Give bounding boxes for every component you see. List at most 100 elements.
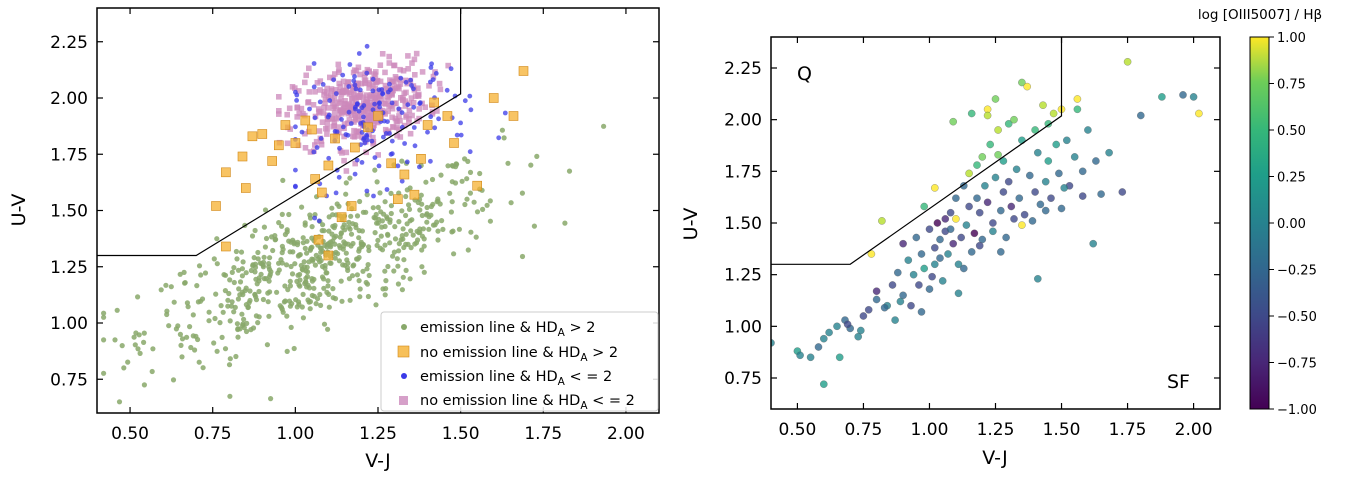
point-emission-hda-le2 xyxy=(411,125,417,130)
point-emission-hda-gt2 xyxy=(419,247,425,253)
point-noemission-hda-le2 xyxy=(322,100,328,106)
point-emission-hda-le2 xyxy=(404,159,410,165)
point-oiii-hbeta xyxy=(1089,239,1097,248)
point-noemission-hda-le2 xyxy=(337,148,344,154)
point-emission-hda-gt2 xyxy=(319,274,326,280)
point-emission-hda-gt2 xyxy=(171,299,177,305)
point-noemission-hda-le2 xyxy=(312,89,318,95)
point-noemission-hda-le2 xyxy=(430,73,437,80)
point-emission-hda-le2 xyxy=(357,87,363,93)
point-emission-hda-gt2 xyxy=(220,309,226,315)
point-emission-hda-gt2 xyxy=(300,267,306,273)
point-noemission-hda-le2 xyxy=(395,83,402,90)
point-emission-hda-le2 xyxy=(467,93,473,99)
point-oiii-hbeta xyxy=(989,219,997,227)
point-noemission-hda-le2 xyxy=(405,53,411,59)
point-emission-hda-gt2 xyxy=(403,267,409,273)
point-emission-hda-le2 xyxy=(318,136,324,141)
point-noemission-hda-le2 xyxy=(284,111,290,118)
point-oiii-hbeta xyxy=(1084,126,1092,134)
point-emission-hda-gt2 xyxy=(417,229,423,235)
point-emission-hda-gt2 xyxy=(307,212,313,218)
point-noemission-hda-le2 xyxy=(351,91,357,98)
point-emission-hda-gt2 xyxy=(177,331,183,337)
point-noemission-hda-gt2 xyxy=(280,120,291,130)
point-noemission-hda-le2 xyxy=(349,96,356,102)
point-emission-hda-gt2 xyxy=(262,244,268,250)
point-emission-hda-gt2 xyxy=(241,316,247,322)
colorbar-tick-label: 0.75 xyxy=(1277,78,1306,93)
point-emission-hda-le2 xyxy=(345,132,351,138)
point-emission-hda-gt2 xyxy=(363,279,369,286)
point-emission-hda-gt2 xyxy=(403,231,409,237)
point-emission-hda-le2 xyxy=(314,145,320,150)
point-emission-hda-gt2 xyxy=(396,219,402,225)
point-noemission-hda-le2 xyxy=(313,138,320,145)
point-emission-hda-gt2 xyxy=(226,362,233,368)
point-emission-hda-gt2 xyxy=(179,354,185,360)
point-oiii-hbeta xyxy=(941,215,950,223)
point-emission-hda-gt2 xyxy=(360,268,366,274)
point-emission-hda-le2 xyxy=(395,163,401,169)
point-emission-hda-gt2 xyxy=(407,218,413,224)
point-emission-hda-gt2 xyxy=(468,229,474,235)
point-noemission-hda-le2 xyxy=(382,82,389,89)
colorbar: 1.00 0.75 0.50 0.25 0.00 −0.25 −0.50 −0.75 −1.00… xyxy=(1198,7,1322,418)
point-emission-hda-gt2 xyxy=(373,211,379,218)
point-noemission-hda-le2 xyxy=(350,69,357,76)
point-emission-hda-gt2 xyxy=(448,209,454,215)
point-oiii-hbeta xyxy=(891,316,899,324)
point-noemission-hda-le2 xyxy=(386,53,392,60)
point-noemission-hda-le2 xyxy=(370,141,376,147)
point-emission-hda-gt2 xyxy=(417,207,423,213)
point-emission-hda-le2 xyxy=(381,134,386,140)
point-emission-hda-gt2 xyxy=(246,300,252,306)
point-oiii-hbeta xyxy=(931,184,939,192)
point-oiii-hbeta xyxy=(1070,153,1079,161)
point-noemission-hda-le2 xyxy=(341,133,347,140)
point-noemission-hda-le2 xyxy=(396,126,402,133)
point-noemission-hda-le2 xyxy=(360,94,366,100)
point-noemission-hda-le2 xyxy=(351,134,358,140)
point-emission-hda-gt2 xyxy=(276,260,282,266)
point-emission-hda-gt2 xyxy=(101,370,107,376)
point-emission-hda-gt2 xyxy=(317,291,323,298)
point-emission-hda-gt2 xyxy=(462,156,468,162)
point-oiii-hbeta xyxy=(991,95,1000,103)
point-emission-hda-le2 xyxy=(364,70,370,76)
point-oiii-hbeta xyxy=(944,250,952,258)
point-emission-hda-gt2 xyxy=(248,267,254,274)
point-noemission-hda-gt2 xyxy=(449,138,459,148)
point-noemission-hda-le2 xyxy=(294,104,301,110)
point-emission-hda-gt2 xyxy=(467,190,473,196)
point-emission-hda-gt2 xyxy=(323,270,329,276)
point-emission-hda-gt2 xyxy=(350,240,356,247)
point-emission-hda-gt2 xyxy=(385,231,391,237)
left-xtick-label: 0.75 xyxy=(194,424,232,444)
point-emission-hda-gt2 xyxy=(391,268,397,274)
point-emission-hda-gt2 xyxy=(473,234,479,240)
point-emission-hda-le2 xyxy=(340,124,346,130)
point-oiii-hbeta xyxy=(1044,120,1053,128)
point-emission-hda-gt2 xyxy=(354,213,361,219)
point-oiii-hbeta xyxy=(917,308,926,316)
point-emission-hda-gt2 xyxy=(250,325,257,331)
point-oiii-hbeta xyxy=(1118,188,1127,196)
point-emission-hda-gt2 xyxy=(428,212,434,218)
colorbar-tick-label: −0.75 xyxy=(1277,357,1317,372)
point-oiii-hbeta xyxy=(1189,93,1198,101)
point-noemission-hda-le2 xyxy=(324,131,330,137)
point-noemission-hda-gt2 xyxy=(316,187,327,198)
point-emission-hda-gt2 xyxy=(333,249,339,255)
point-oiii-hbeta xyxy=(931,260,939,269)
point-oiii-hbeta xyxy=(965,202,973,211)
point-emission-hda-gt2 xyxy=(328,239,334,245)
point-noemission-hda-gt2 xyxy=(330,133,340,144)
point-emission-hda-gt2 xyxy=(285,287,291,293)
point-oiii-hbeta xyxy=(983,198,992,207)
point-noemission-hda-le2 xyxy=(328,86,335,92)
point-emission-hda-gt2 xyxy=(387,219,393,225)
point-emission-hda-gt2 xyxy=(405,241,411,247)
legend-label-4: no emission line & HDA < = 2 xyxy=(420,393,635,412)
point-emission-hda-gt2 xyxy=(235,326,241,332)
